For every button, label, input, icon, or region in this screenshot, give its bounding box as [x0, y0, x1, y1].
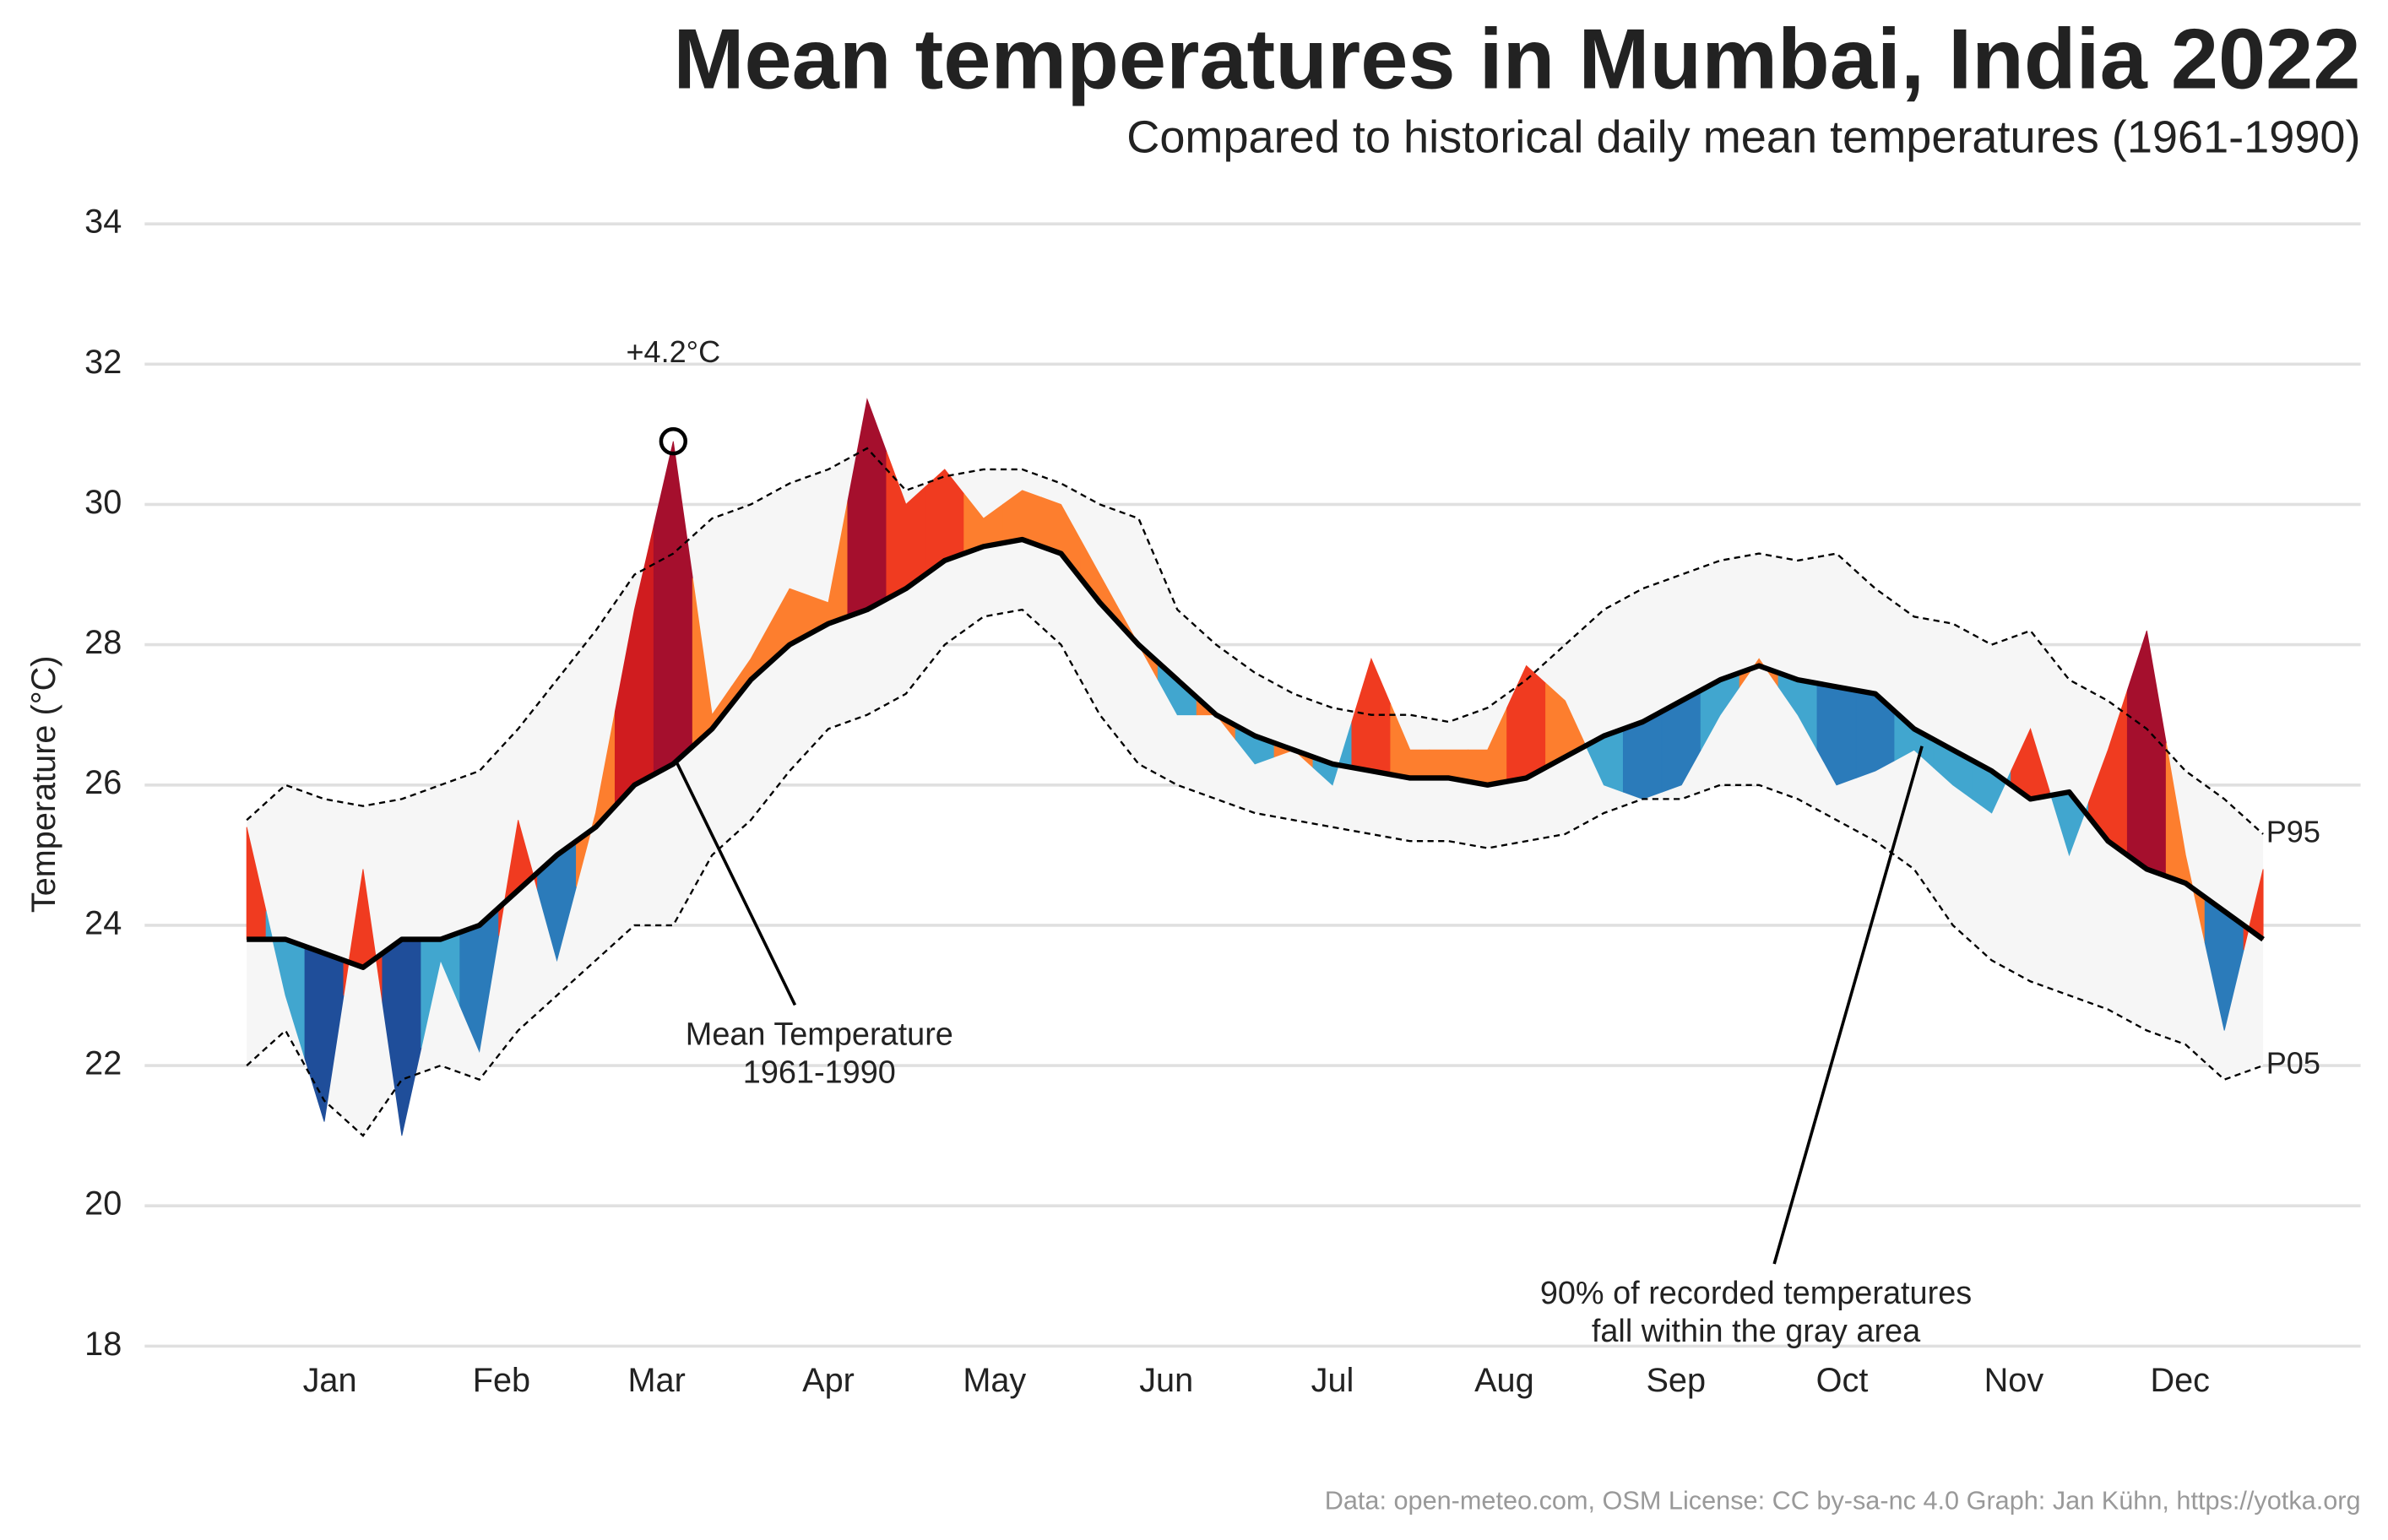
y-tick-label: 24	[84, 904, 122, 941]
annotation-pointer	[675, 761, 797, 1006]
x-tick-label: Jan	[303, 1362, 357, 1399]
y-tick-label: 26	[84, 764, 122, 801]
y-tick-label: 18	[84, 1326, 122, 1363]
x-tick-label: Dec	[2150, 1362, 2210, 1399]
chart-subtitle: Compared to historical daily mean temper…	[1126, 111, 2360, 162]
x-tick-label: May	[963, 1362, 1026, 1399]
mean-line	[247, 536, 2265, 970]
deviation-area	[847, 398, 887, 618]
x-tick-label: Apr	[802, 1362, 855, 1399]
annotation-text: Mean Temperature	[686, 1017, 953, 1052]
plot: 18 20 22 24 26 28 30 32 34 Jan Feb Mar Apr May Jun Jul A…	[84, 203, 2361, 1399]
y-tick-label: 20	[84, 1185, 122, 1223]
source-note: Data: open-meteo.com, OSM License: CC by…	[1325, 1486, 2361, 1515]
y-tick-label: 30	[84, 484, 122, 521]
annotation-text: 1961-1990	[743, 1055, 896, 1090]
annotation-text: fall within the gray area	[1592, 1314, 1921, 1349]
highlight-marker	[659, 427, 688, 456]
deviation-area	[1351, 657, 1392, 775]
x-tick-label: Oct	[1816, 1362, 1869, 1399]
deviation-area	[653, 441, 693, 776]
percentile-line	[246, 608, 2264, 1137]
annotation-pointer	[1772, 746, 1924, 1265]
x-tick-label: Sep	[1646, 1362, 1706, 1399]
annotation-text: 90% of recorded temperatures	[1540, 1276, 1972, 1311]
x-tick-label: Jul	[1311, 1362, 1354, 1399]
y-tick-label: 32	[84, 344, 122, 381]
deviation-area	[1506, 664, 1547, 783]
x-tick-label: Mar	[627, 1362, 685, 1399]
x-tick-label: Nov	[1984, 1362, 2044, 1399]
percentile-label: P05	[2266, 1046, 2320, 1081]
y-tick-label: 28	[84, 624, 122, 661]
x-tick-label: Aug	[1474, 1362, 1534, 1399]
y-tick-label: 22	[84, 1045, 122, 1082]
x-tick-label: Jun	[1139, 1362, 1193, 1399]
deviation-area	[2126, 630, 2167, 877]
percentile-label: P95	[2266, 814, 2320, 849]
y-axis-title: Temperature (°C)	[25, 656, 62, 914]
chart-title: Mean temperatures in Mumbai, India 2022	[673, 13, 2360, 107]
deviation-area	[382, 939, 422, 1136]
percentile-band	[247, 447, 2264, 1136]
percentile-line	[246, 447, 2264, 835]
y-tick-label: 34	[84, 203, 122, 241]
highlight-label: +4.2°C	[626, 334, 720, 369]
x-tick-label: Feb	[473, 1362, 530, 1399]
